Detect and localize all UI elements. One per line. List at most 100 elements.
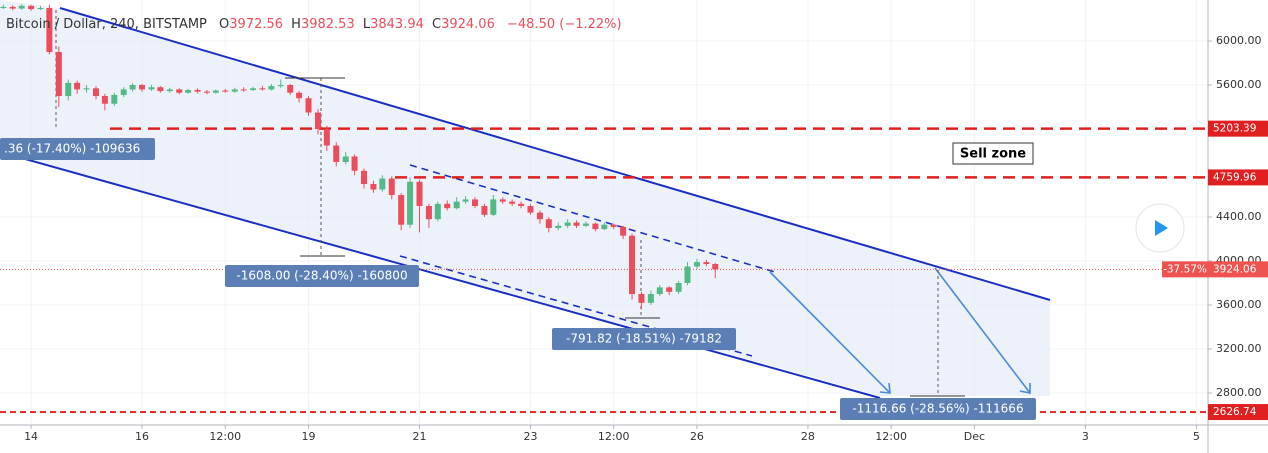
candle-body [129,85,136,90]
candle-body [471,199,478,207]
x-tick-label: 3 [1082,430,1089,443]
ohlc-value: 3982.53 [301,17,355,32]
candle-body [647,294,654,303]
header: Bitcoin / Dollar, 240, BITSTAMP O3972.56… [6,17,622,32]
channel-upper [59,7,1051,301]
chart-title: Bitcoin / Dollar, 240, BITSTAMP [6,17,207,32]
y-tick-label: 5600.00 [1216,78,1262,91]
candle-body [490,199,497,215]
candle-body [305,98,312,113]
ohlc-value: 3924.06 [441,17,495,32]
candle-body [351,156,358,171]
x-tick-label: 23 [523,430,537,443]
candle-body [139,85,146,90]
last-change-label: -37.57% [1163,263,1207,275]
x-tick-label: 19 [302,430,316,443]
measure-box [225,265,419,287]
candle-body [379,178,386,190]
measure-label: -791.82 (-18.51%) -79182 [566,332,722,346]
last-change-box [1162,261,1208,278]
candle-body [37,8,44,10]
candle-body [564,222,571,226]
arrows [769,267,1031,394]
measure-box [840,398,1036,420]
axes: 2800.003200.003600.004000.004400.005600.… [24,34,1268,443]
candle-body [194,89,201,92]
candle-body [407,181,414,225]
candle-body [203,91,210,93]
candle-body [684,266,691,284]
candle-body [101,96,108,104]
candle-body [656,287,663,295]
candle-body [573,222,580,226]
candle-body [277,85,284,87]
ohlc-letter: H [291,17,301,32]
candle-body [287,85,294,93]
candle-body [250,88,257,90]
x-tick-label: 16 [135,430,149,443]
inner-upper [409,164,776,273]
candle-body [712,264,719,270]
candle-body [610,224,617,227]
candle-body [92,88,99,97]
candle-body [231,89,238,92]
candle-body [388,178,395,196]
x-tick-label: 26 [690,430,704,443]
candle-body [638,294,645,303]
candle-body [518,203,525,207]
y-tick-label: 4400.00 [1216,210,1262,223]
measure-label: -1116.66 (-28.56%) -111666 [852,402,1023,416]
candle-body [425,206,432,220]
candle-body [28,5,35,10]
x-tick-label: Dec [964,430,985,443]
candle-body [74,82,81,90]
candle-body [536,212,543,220]
candle-body [296,92,303,99]
measure-caps [285,77,965,397]
candle-body [18,5,25,9]
candle-body [499,199,506,202]
candle-body [240,89,247,91]
candle-body [157,87,164,92]
y-tick-label: 2800.00 [1216,386,1262,399]
level-price-box [1208,404,1268,421]
channel-fill [0,0,1050,396]
candle-body [416,181,423,207]
play-button[interactable] [1135,203,1185,253]
candle-body [148,87,155,90]
candle-body [342,156,349,163]
candle-body [55,52,62,97]
measure-label: -1608.00 (-28.40%) -160800 [236,269,407,283]
x-tick-label: 14 [24,430,38,443]
candle-body [527,206,534,213]
channel-lower [0,151,881,399]
candle-body [111,94,118,104]
candle-body [462,199,469,202]
measure-box [552,328,736,350]
candle-body [629,235,636,295]
ohlc-letter: O [219,17,229,32]
candle-body [65,82,72,97]
candle-body [83,88,90,90]
candle-body [120,89,127,95]
candles [0,4,719,310]
candle-body [0,6,7,9]
ohlc-value: 3843.94 [370,17,424,32]
levels [0,127,1208,413]
x-tick-label: 12:00 [875,430,907,443]
x-tick-label: 12:00 [209,430,241,443]
level-price-label: 2626.74 [1213,406,1257,418]
x-tick-label: 5 [1193,430,1200,443]
candle-body [592,223,599,230]
candle-body [314,112,321,130]
sell-zone-label: Sell zone [960,147,1026,162]
candle-body [582,223,589,226]
play-icon[interactable] [1155,220,1168,236]
level-price-box [1208,120,1268,137]
candle-body [693,262,700,267]
candle-body [9,6,16,9]
level-price-label: 4759.96 [1213,171,1257,183]
candle-body [675,283,682,292]
candle-body [555,225,562,229]
